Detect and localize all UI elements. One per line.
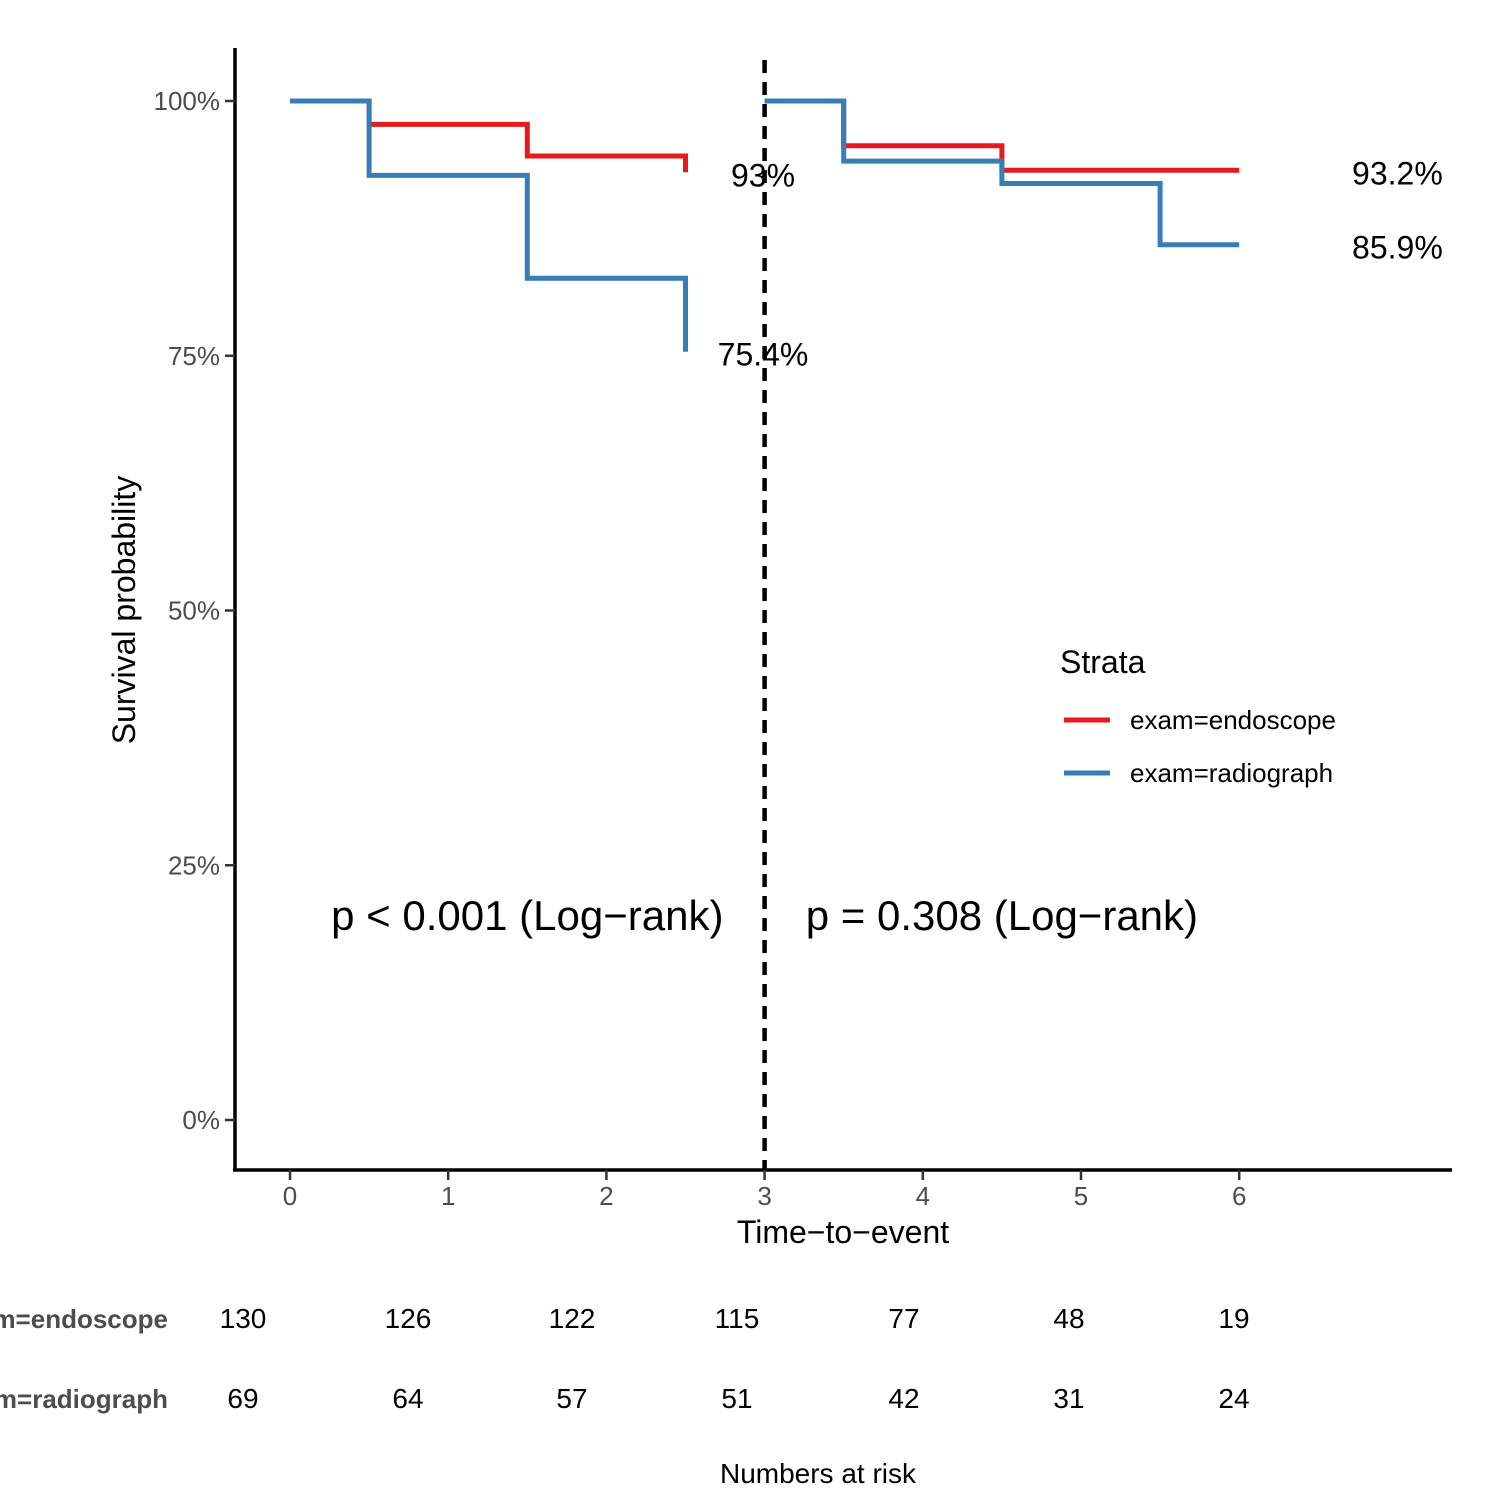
risk-count: 126 bbox=[385, 1303, 432, 1334]
risk-count: 31 bbox=[1053, 1383, 1084, 1414]
y-tick-label: 0% bbox=[182, 1105, 220, 1135]
risk-count: 42 bbox=[888, 1383, 919, 1414]
x-tick-label: 0 bbox=[283, 1181, 297, 1211]
x-tick-label: 4 bbox=[916, 1181, 930, 1211]
y-tick-label: 50% bbox=[168, 596, 220, 626]
pvalue-annotation: p = 0.308 (Log−rank) bbox=[806, 892, 1198, 939]
km-curve-radiograph-seg2 bbox=[764, 98, 1240, 248]
pvalue-annotation: p < 0.001 (Log−rank) bbox=[331, 892, 723, 939]
risk-count: 24 bbox=[1218, 1383, 1249, 1414]
risk-count: 122 bbox=[549, 1303, 596, 1334]
x-tick-label: 5 bbox=[1074, 1181, 1088, 1211]
legend-label-radiograph: exam=radiograph bbox=[1130, 758, 1333, 788]
km-curve-radiograph-seg1 bbox=[290, 98, 688, 352]
risk-count: 48 bbox=[1053, 1303, 1084, 1334]
legend-label-endoscope: exam=endoscope bbox=[1130, 705, 1336, 735]
x-axis-title: Time−to−event bbox=[737, 1214, 949, 1250]
risk-count: 57 bbox=[556, 1383, 587, 1414]
survival-end-label: 75.4% bbox=[718, 337, 809, 373]
x-tick-label: 6 bbox=[1232, 1181, 1246, 1211]
survival-end-label: 93% bbox=[731, 157, 795, 193]
risk-row-label: exam=radiograph bbox=[0, 1384, 168, 1414]
y-tick-label: 25% bbox=[168, 850, 220, 880]
x-tick-label: 3 bbox=[757, 1181, 771, 1211]
survival-end-label: 85.9% bbox=[1352, 230, 1443, 266]
risk-row-label: exam=endoscope bbox=[0, 1304, 168, 1334]
y-tick-label: 75% bbox=[168, 341, 220, 371]
y-tick-label: 100% bbox=[154, 86, 221, 116]
risk-count: 51 bbox=[721, 1383, 752, 1414]
x-tick-label: 1 bbox=[441, 1181, 455, 1211]
legend-title: Strata bbox=[1060, 644, 1146, 680]
y-axis-title: Survival probability bbox=[106, 476, 142, 745]
risk-count: 64 bbox=[392, 1383, 423, 1414]
risk-table-title: Numbers at risk bbox=[720, 1458, 917, 1489]
risk-count: 77 bbox=[888, 1303, 919, 1334]
x-tick-label: 2 bbox=[599, 1181, 613, 1211]
risk-count: 69 bbox=[227, 1383, 258, 1414]
km-curve-endoscope-seg1 bbox=[290, 98, 688, 173]
risk-count: 19 bbox=[1218, 1303, 1249, 1334]
risk-count: 130 bbox=[220, 1303, 267, 1334]
survival-end-label: 93.2% bbox=[1352, 155, 1443, 191]
risk-count: 115 bbox=[715, 1303, 760, 1334]
